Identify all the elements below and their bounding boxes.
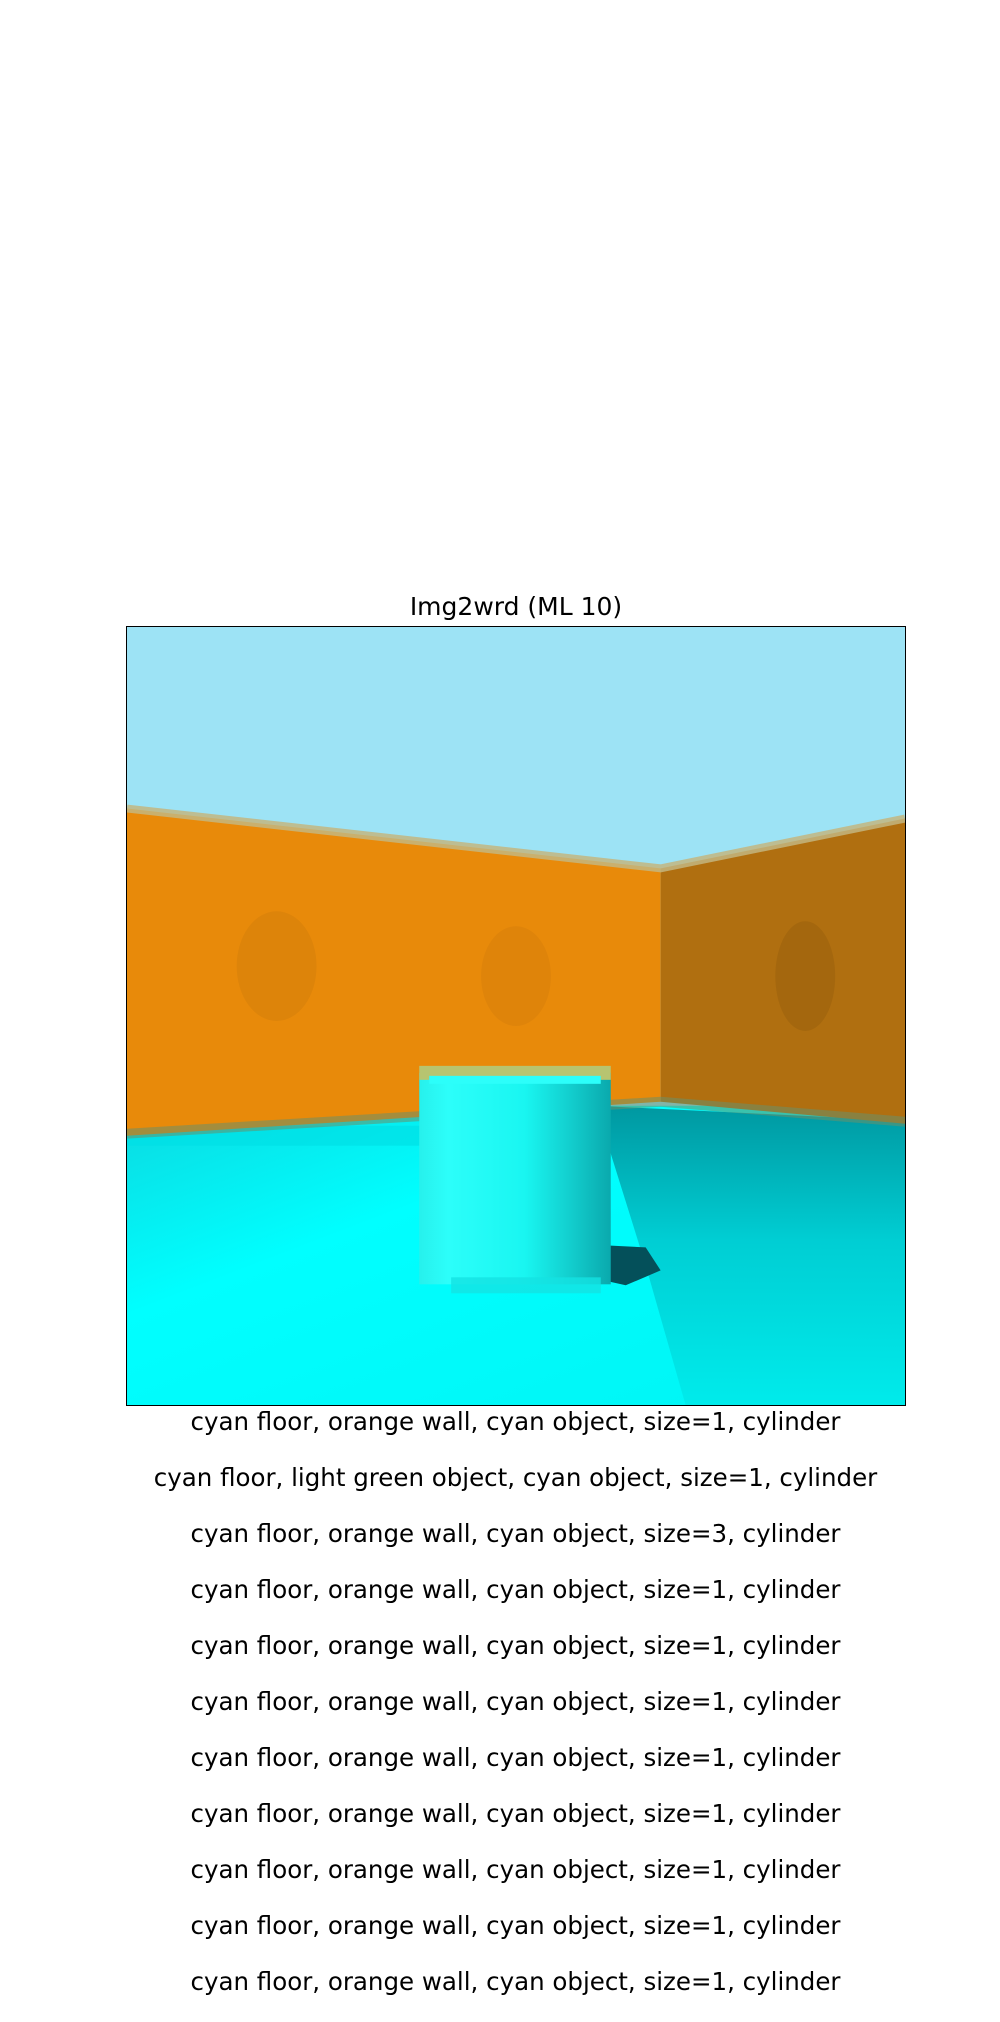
caption-line: cyan floor, light green object, cyan obj…	[153, 1463, 878, 1492]
wall-top-edge	[127, 804, 905, 873]
cylinder-base	[451, 1277, 601, 1294]
object-shadow	[603, 1245, 661, 1286]
caption-line: cyan floor, orange wall, cyan object, si…	[190, 1631, 841, 1660]
scene-svg	[127, 627, 905, 1405]
caption-line: cyan floor, orange wall, cyan object, si…	[190, 1911, 841, 1940]
wall-mark	[775, 921, 836, 1031]
caption-line: cyan floor, orange wall, cyan object, si…	[190, 1519, 841, 1548]
caption-line: cyan floor, orange wall, cyan object, si…	[190, 1407, 841, 1436]
caption-line: cyan floor, orange wall, cyan object, si…	[190, 1967, 841, 1996]
caption-line: cyan floor, orange wall, cyan object, si…	[190, 1799, 841, 1828]
wall-bottom-edge	[127, 1096, 905, 1139]
caption-list: cyan floor, orange wall, cyan object, si…	[0, 1406, 1000, 2022]
cylinder-top-cap	[429, 1075, 601, 1084]
wall-right	[660, 818, 905, 1124]
scene-image	[126, 626, 906, 1406]
wall-mark	[481, 926, 551, 1026]
caption-line: cyan floor, orange wall, cyan object, si…	[190, 1575, 841, 1604]
wall-left	[127, 808, 661, 1136]
caption-line: cyan floor, orange wall, cyan object, si…	[190, 1687, 841, 1716]
wall-mark	[236, 911, 317, 1021]
caption-line: cyan floor, orange wall, cyan object, si…	[190, 1743, 841, 1772]
floor-right-shadow	[595, 1105, 905, 1405]
caption-line: cyan floor, orange wall, cyan object, si…	[190, 1855, 841, 1884]
cylinder-body	[419, 1072, 611, 1285]
figure-title: Img2wrd (ML 10)	[409, 592, 623, 621]
